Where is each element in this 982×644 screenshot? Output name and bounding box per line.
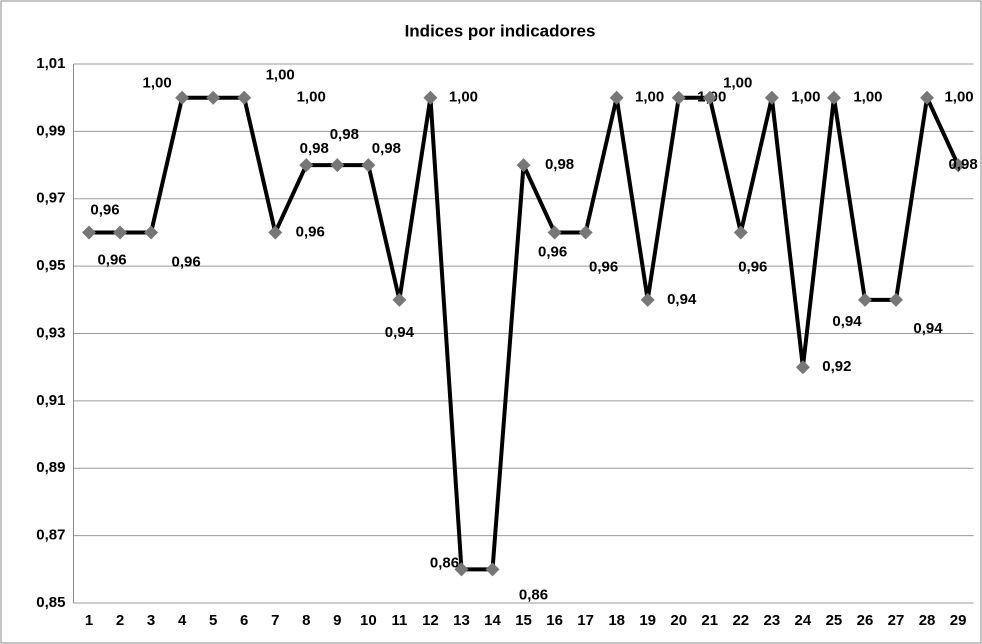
- x-tick-label: 14: [484, 612, 501, 629]
- marker: [392, 292, 407, 307]
- x-tick-label: 28: [919, 612, 936, 629]
- x-tick-label: 5: [209, 612, 217, 629]
- marker: [206, 90, 221, 105]
- data-label: 0,86: [430, 554, 459, 571]
- x-tick-label: 25: [826, 612, 843, 629]
- marker: [671, 90, 686, 105]
- marker: [516, 158, 531, 173]
- x-tick-label: 10: [360, 612, 377, 629]
- x-tick-label: 20: [670, 612, 687, 629]
- y-tick-label: 0,97: [36, 190, 65, 207]
- data-label: 0,92: [822, 358, 851, 375]
- marker: [175, 90, 190, 105]
- x-tick-label: 29: [950, 612, 967, 629]
- data-label: 1,00: [297, 89, 326, 106]
- marker: [113, 225, 128, 240]
- x-tick-label: 16: [546, 612, 563, 629]
- y-tick-label: 0,93: [36, 324, 65, 341]
- x-tick-label: 17: [577, 612, 594, 629]
- marker: [578, 225, 593, 240]
- x-tick-label: 24: [795, 612, 812, 629]
- x-tick-label: 15: [515, 612, 532, 629]
- data-label: 1,00: [635, 89, 664, 106]
- data-label: 0,98: [372, 140, 401, 157]
- x-tick-label: 21: [701, 612, 718, 629]
- marker: [423, 90, 438, 105]
- data-label: 0,96: [589, 258, 618, 275]
- y-tick-label: 0,85: [36, 594, 65, 611]
- x-tick-label: 26: [857, 612, 874, 629]
- marker: [920, 90, 935, 105]
- marker: [144, 225, 159, 240]
- x-tick-label: 13: [453, 612, 470, 629]
- x-tick-label: 27: [888, 612, 905, 629]
- x-tick-label: 12: [422, 612, 439, 629]
- marker: [733, 225, 748, 240]
- x-tick-label: 8: [302, 612, 310, 629]
- marker: [889, 292, 904, 307]
- data-label: 0,94: [385, 324, 415, 341]
- data-label: 1,00: [143, 75, 172, 92]
- marker: [485, 562, 500, 577]
- marker: [237, 90, 252, 105]
- marker: [702, 90, 717, 105]
- marker: [951, 158, 966, 173]
- data-label: 0,94: [667, 291, 697, 308]
- data-label: 0,96: [538, 243, 567, 260]
- marker: [609, 90, 624, 105]
- data-label: 1,00: [791, 89, 820, 106]
- marker: [299, 158, 314, 173]
- marker: [330, 158, 345, 173]
- data-label: 0,98: [948, 156, 977, 173]
- x-tick-label: 23: [764, 612, 781, 629]
- marker: [361, 158, 376, 173]
- data-label: 1,00: [853, 89, 882, 106]
- data-label: 0,96: [296, 223, 325, 240]
- x-tick-label: 11: [391, 612, 407, 629]
- x-tick-label: 6: [240, 612, 248, 629]
- data-label: 0,86: [519, 586, 548, 603]
- marker: [826, 90, 841, 105]
- marker: [454, 562, 469, 577]
- data-label: 0,98: [330, 126, 359, 143]
- marker: [857, 292, 872, 307]
- marker: [82, 225, 97, 240]
- x-tick-label: 1: [85, 612, 93, 629]
- y-tick-label: 0,99: [36, 122, 65, 139]
- x-tick-label: 9: [333, 612, 341, 629]
- data-label: 1,00: [266, 67, 295, 84]
- marker: [640, 292, 655, 307]
- data-label: 0,98: [545, 156, 574, 173]
- marker: [795, 360, 810, 375]
- marker: [547, 225, 562, 240]
- data-label: 0,96: [171, 253, 200, 270]
- x-tick-label: 18: [608, 612, 625, 629]
- y-tick-label: 0,89: [36, 459, 65, 476]
- data-label: 0,96: [738, 258, 767, 275]
- chart-title: Indices por indicadores: [405, 21, 596, 40]
- data-label: 0,94: [832, 313, 862, 330]
- x-tick-label: 3: [147, 612, 155, 629]
- x-tick-label: 4: [178, 612, 187, 629]
- y-tick-label: 0,95: [36, 257, 65, 274]
- y-tick-label: 0,91: [36, 392, 65, 409]
- data-label: 1,00: [944, 89, 973, 106]
- data-label: 0,98: [300, 140, 329, 157]
- y-tick-label: 1,01: [36, 55, 65, 72]
- data-label: 0,96: [97, 251, 126, 268]
- x-tick-label: 19: [639, 612, 656, 629]
- marker: [764, 90, 779, 105]
- x-tick-label: 7: [271, 612, 279, 629]
- data-label: 1,00: [449, 89, 478, 106]
- data-label: 0,94: [913, 320, 943, 337]
- data-label: 1,00: [723, 75, 752, 92]
- marker: [268, 225, 283, 240]
- x-tick-label: 22: [732, 612, 749, 629]
- data-label: 0,96: [90, 201, 119, 218]
- x-tick-label: 2: [116, 612, 124, 629]
- y-tick-label: 0,87: [36, 527, 65, 544]
